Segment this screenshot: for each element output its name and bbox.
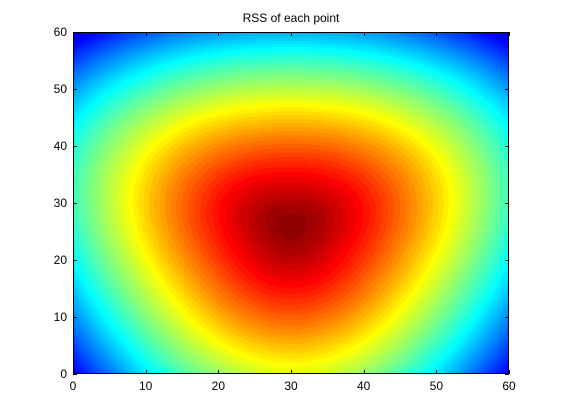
y-tick-label-3: 30 [54, 196, 68, 210]
axes-frame [73, 32, 509, 374]
y-tick-label-4: 40 [54, 139, 68, 153]
x-tick-label-5: 50 [430, 379, 444, 393]
x-tick-label-3: 30 [284, 379, 298, 393]
x-tick-label-1: 10 [139, 379, 153, 393]
heatmap-surface [73, 32, 509, 374]
x-tick-label-6: 60 [502, 379, 516, 393]
y-tick-label-0: 0 [60, 367, 67, 381]
ticks: 0 10 20 30 40 50 60 0 10 20 30 40 50 60 [54, 25, 516, 393]
y-tick-label-6: 60 [54, 25, 68, 39]
x-tick-label-2: 20 [212, 379, 226, 393]
y-tick-label-5: 50 [54, 82, 68, 96]
y-tick-label-2: 20 [54, 253, 68, 267]
x-tick-label-0: 0 [70, 379, 77, 393]
y-tick-label-1: 10 [54, 310, 68, 324]
chart-title: RSS of each point [243, 11, 340, 25]
x-tick-label-4: 40 [357, 379, 371, 393]
